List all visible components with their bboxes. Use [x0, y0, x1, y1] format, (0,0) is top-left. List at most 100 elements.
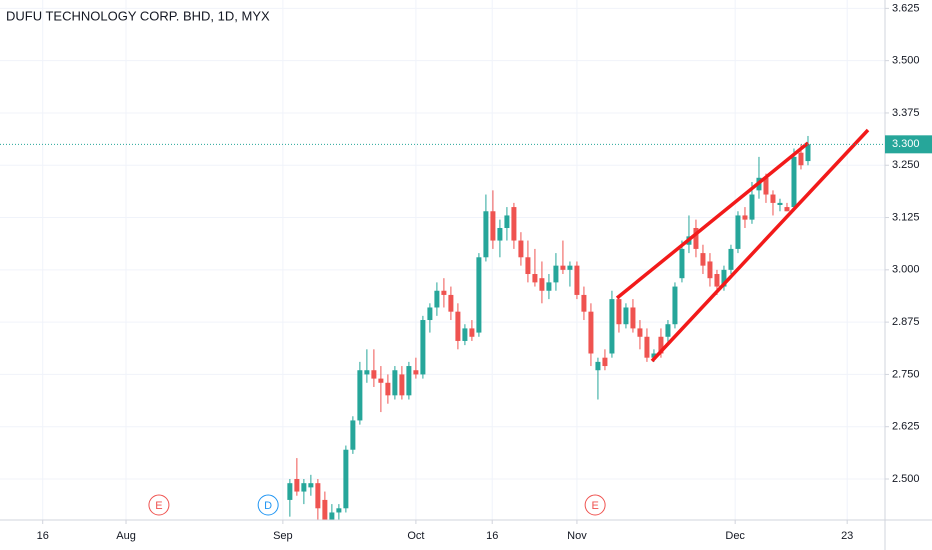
candle-body — [525, 257, 531, 275]
candle-body — [350, 420, 356, 450]
candle-body — [329, 512, 335, 520]
candle-body — [546, 282, 552, 291]
candle-body — [336, 508, 342, 513]
event-marker — [584, 494, 606, 516]
x-tick-label: 16 — [37, 530, 49, 542]
candle-body — [315, 483, 321, 509]
candle-body — [749, 194, 755, 220]
candle-body — [707, 261, 713, 279]
y-tick-label: 3.500 — [892, 55, 920, 67]
y-tick-label: 3.375 — [892, 107, 920, 119]
candle-body — [588, 311, 594, 354]
chart-title: DUFU TECHNOLOGY CORP. BHD, 1D, MYX — [6, 8, 270, 23]
candle-body — [784, 207, 790, 212]
candle-body — [665, 324, 671, 337]
candle-body — [385, 382, 391, 396]
candle-body — [595, 361, 601, 371]
last-price-box — [885, 135, 932, 154]
x-tick-label: Oct — [407, 530, 424, 542]
candle-body — [483, 211, 489, 258]
candles — [287, 135, 811, 520]
candle-body — [343, 449, 349, 509]
candle-body — [441, 290, 447, 295]
candle-body — [357, 370, 363, 421]
candle-body — [518, 240, 524, 258]
candle-body — [532, 274, 538, 283]
candle-body — [623, 307, 629, 325]
y-tick-label: 3.125 — [892, 211, 920, 223]
candle-body — [455, 311, 461, 341]
wedge-upper — [615, 141, 810, 300]
y-tick-label: 3.250 — [892, 159, 920, 171]
candle-body — [462, 328, 468, 341]
last-price-label: 3.300 — [892, 138, 920, 150]
event-label: E — [591, 500, 598, 512]
candle-body — [735, 215, 741, 249]
event-label: E — [155, 500, 162, 512]
candle-body — [742, 215, 748, 220]
y-tick-label: 3.000 — [892, 264, 920, 276]
candle-body — [392, 370, 398, 396]
candle-body — [679, 248, 685, 279]
candle-body — [539, 278, 545, 291]
y-tick-label: 2.875 — [892, 316, 920, 328]
candle-body — [427, 307, 433, 321]
candle-body — [497, 227, 503, 241]
x-tick-label: 23 — [841, 530, 853, 542]
x-tick-label: Sep — [273, 530, 293, 542]
candle-body — [609, 299, 615, 354]
y-tick-label: 2.500 — [892, 473, 920, 485]
candle-body — [287, 483, 293, 500]
wedge-lower — [650, 128, 870, 363]
event-marker — [257, 494, 279, 516]
candle-body — [616, 299, 622, 325]
candle-body — [322, 499, 328, 520]
candle-body — [371, 370, 377, 379]
candle-body — [581, 294, 587, 312]
candle-body — [301, 483, 307, 492]
candle-body — [420, 320, 426, 375]
candle-body — [700, 253, 706, 266]
candle-body — [364, 370, 370, 375]
candle-body — [728, 248, 734, 270]
candle-body — [476, 257, 482, 333]
candle-body — [672, 286, 678, 325]
candle-body — [560, 265, 566, 270]
candle-body — [658, 336, 664, 354]
candle-body — [763, 177, 769, 195]
x-tick-label: Aug — [116, 530, 136, 542]
candle-body — [630, 307, 636, 329]
candle-body — [553, 265, 559, 283]
candle-body — [714, 274, 720, 287]
candle-body — [602, 357, 608, 367]
candle-body — [469, 328, 475, 337]
candle-body — [434, 290, 440, 308]
candle-body — [651, 353, 657, 358]
candle-body — [490, 211, 496, 241]
x-tick-label: Nov — [567, 530, 587, 542]
candle-body — [791, 156, 797, 208]
x-tick-label: 16 — [486, 530, 498, 542]
y-tick-label: 2.750 — [892, 368, 920, 380]
candle-body — [798, 152, 804, 166]
x-tick-label: Dec — [725, 530, 745, 542]
candle-body — [511, 207, 517, 241]
candle-body — [448, 294, 454, 312]
candle-body — [574, 265, 580, 295]
event-marker — [148, 494, 170, 516]
candle-body — [567, 265, 573, 270]
candle-body — [504, 215, 510, 228]
candle-body — [637, 328, 643, 337]
candle-body — [399, 374, 405, 396]
candle-body — [770, 194, 776, 203]
grid — [0, 0, 885, 520]
y-tick-label: 2.625 — [892, 421, 920, 433]
candle-body — [413, 370, 419, 375]
y-tick-label: 3.625 — [892, 2, 920, 14]
candle-body — [406, 366, 412, 396]
candle-body — [378, 378, 384, 383]
event-label: D — [264, 500, 272, 512]
candle-body — [805, 144, 811, 162]
